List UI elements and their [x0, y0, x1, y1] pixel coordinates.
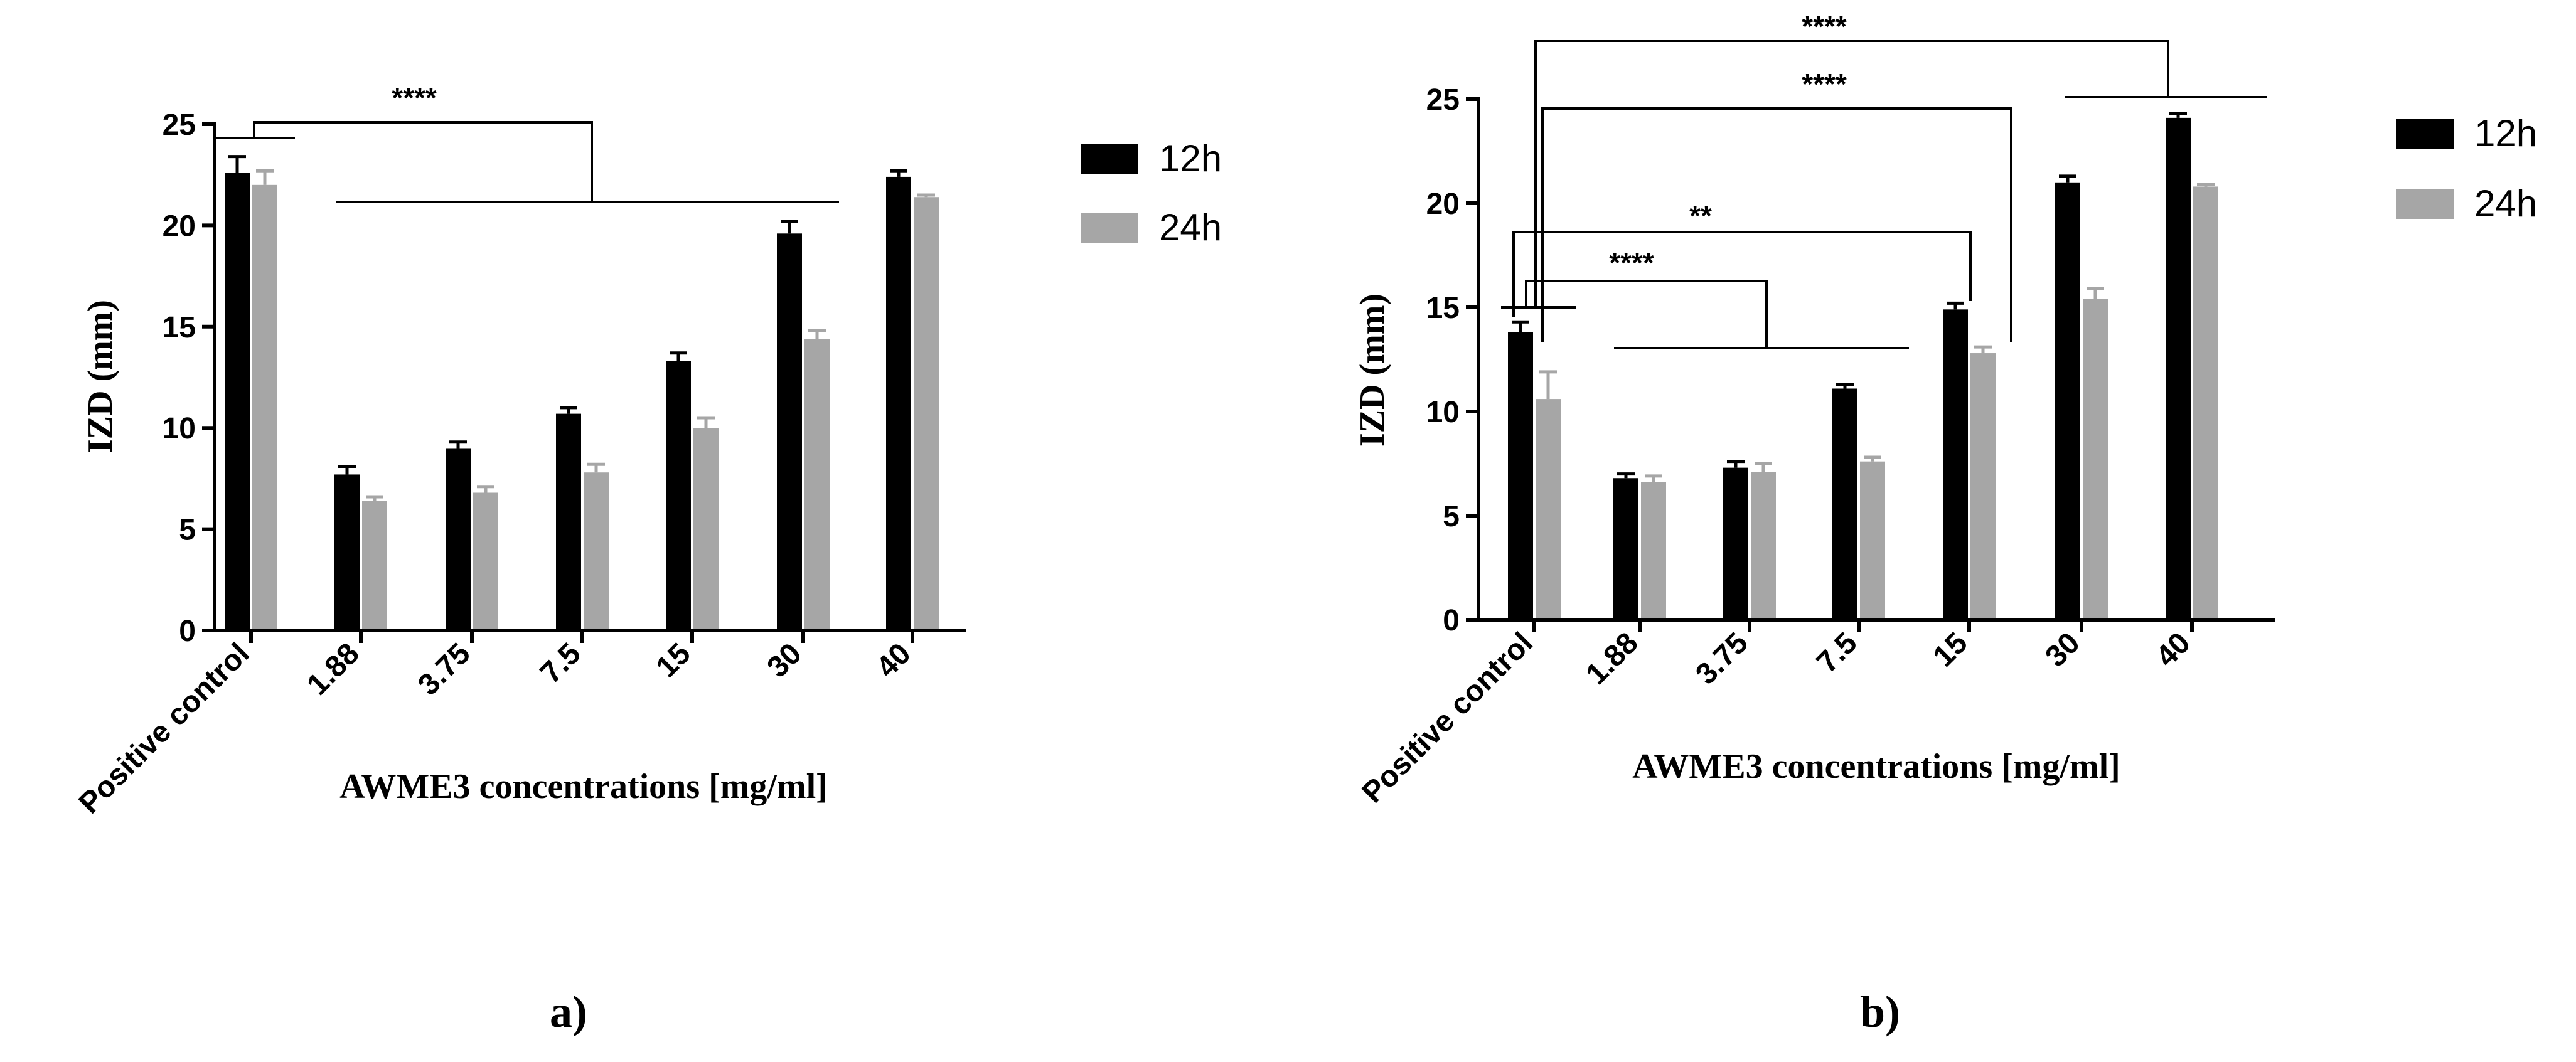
y-tick-label: 5 [1443, 500, 1460, 533]
x-tick-label: 7.5 [1810, 626, 1864, 679]
significance-stars: **** [1609, 247, 1654, 279]
x-tick-label: 1.88 [301, 637, 366, 702]
x-tick-label: 40 [2150, 626, 2197, 673]
bar-12h-1.88 [1613, 478, 1638, 620]
y-tick-label: 10 [1426, 396, 1460, 429]
x-tick-label: Positive control [1356, 626, 1539, 809]
y-axis-title: IZD (mm) [1353, 294, 1392, 447]
y-tick-label: 15 [1426, 292, 1460, 325]
y-tick-label: 0 [179, 615, 196, 648]
bar-12h-30 [777, 233, 802, 630]
bar-12h-15 [666, 361, 691, 630]
bar-24h-1.88 [362, 501, 387, 630]
bar-24h-3.75 [1751, 472, 1776, 620]
bar-12h-positive-control [1508, 332, 1533, 620]
bar-24h-3.75 [473, 492, 498, 630]
bar-24h-positive-control [252, 184, 277, 631]
legend-swatch-12h [1081, 144, 1138, 174]
legend-label-24h: 24h [1159, 206, 1222, 248]
bar-12h-30 [2055, 182, 2080, 620]
bar-24h-7.5 [584, 472, 609, 630]
significance-bracket [1534, 40, 2169, 307]
x-tick-label: 30 [2039, 626, 2087, 673]
legend-label-12h: 12h [2474, 112, 2537, 154]
significance-bracket [1525, 280, 1768, 348]
significance-bracket [253, 121, 593, 202]
bar-12h-3.75 [446, 448, 471, 630]
bar-12h-7.5 [556, 413, 581, 630]
significance-bracket [1512, 231, 1972, 317]
legend-swatch-12h [2396, 119, 2454, 149]
x-tick-label: 40 [870, 637, 917, 684]
bar-24h-40 [2193, 186, 2218, 620]
x-tick-label: Positive control [73, 637, 256, 820]
x-tick-label: 1.88 [1579, 626, 1645, 691]
x-tick-label: 15 [1927, 626, 1974, 673]
bar-12h-40 [886, 176, 911, 631]
bar-24h-1.88 [1641, 482, 1666, 620]
panel-label: b) [1860, 987, 1900, 1037]
chart-panel-a: 0 5 10 15 20 25 Positive control 1.88 3.75 7.5 15 3… [73, 82, 1222, 1037]
bar-12h-1.88 [334, 474, 360, 630]
x-tick-label: 15 [650, 637, 697, 684]
bar-12h-15 [1943, 309, 1968, 620]
y-tick-label: 15 [163, 311, 196, 344]
y-tick-label: 5 [179, 514, 196, 547]
y-tick-label: 20 [163, 210, 196, 243]
legend-swatch-24h [2396, 189, 2454, 219]
legend-label-24h: 24h [2474, 183, 2537, 225]
bar-24h-30 [804, 339, 830, 630]
bar-12h-7.5 [1832, 388, 1857, 620]
significance-stars: **** [1802, 10, 1847, 43]
panel-label: a) [550, 987, 587, 1037]
bar-24h-30 [2083, 299, 2108, 620]
y-axis-title: IZD (mm) [81, 300, 120, 453]
x-tick-label: 7.5 [534, 637, 587, 690]
x-tick-label: 3.75 [412, 637, 477, 702]
bar-24h-15 [693, 428, 719, 630]
y-tick-label: 0 [1443, 604, 1460, 637]
bar-12h-40 [2166, 117, 2191, 620]
chart-panel-b: 0 5 10 15 20 25 Positive control 1.88 3.75 7.5 15 3… [1353, 10, 2537, 1037]
y-tick-label: 20 [1426, 188, 1460, 221]
x-tick-label: 3.75 [1689, 626, 1755, 691]
significance-stars: ** [1689, 199, 1712, 232]
significance-stars: **** [1802, 68, 1847, 100]
bar-24h-7.5 [1860, 461, 1885, 620]
y-tick-label: 25 [1426, 83, 1460, 117]
x-axis-title: AWME3 concentrations [mg/ml] [1632, 747, 2120, 786]
legend-swatch-24h [1081, 213, 1138, 243]
x-tick-label: 30 [761, 637, 808, 684]
y-tick-label: 25 [163, 109, 196, 142]
significance-bracket [1541, 107, 2012, 342]
y-tick-label: 10 [163, 412, 196, 445]
legend-label-12h: 12h [1159, 137, 1222, 179]
bar-12h-positive-control [225, 173, 250, 630]
x-axis-title: AWME3 concentrations [mg/ml] [339, 767, 828, 806]
bar-24h-15 [1970, 353, 1996, 620]
significance-stars: **** [392, 82, 437, 114]
bar-24h-positive-control [1536, 399, 1561, 620]
bar-12h-3.75 [1723, 467, 1748, 620]
bar-24h-40 [914, 197, 939, 630]
